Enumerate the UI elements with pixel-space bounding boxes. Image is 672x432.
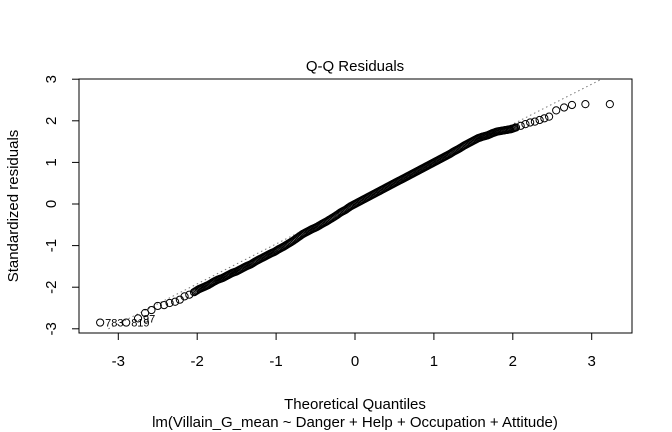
x-tick-label: -2 (191, 353, 204, 370)
data-point (530, 117, 539, 126)
point-label: 97 (143, 313, 155, 325)
x-tick-label: -1 (269, 353, 282, 370)
data-point (567, 100, 577, 110)
y-tick-label: -3 (43, 322, 60, 335)
y-tick-label: 0 (43, 200, 60, 208)
x-tick-label: 0 (351, 353, 359, 370)
x-tick-label: 3 (588, 353, 596, 370)
data-point (535, 115, 544, 125)
data-point (147, 305, 156, 315)
y-tick-label: -1 (43, 239, 60, 252)
data-point (159, 300, 169, 310)
data-point (540, 114, 549, 123)
y-axis: -3 -2 -1 0 1 2 3 (43, 75, 80, 335)
points-layer (96, 100, 614, 327)
point-label: 819 (131, 318, 149, 330)
data-point (171, 297, 180, 306)
y-axis-label: Standardized residuals (5, 130, 22, 283)
data-point (165, 298, 174, 308)
y-tick-label: -2 (43, 281, 60, 294)
data-point (133, 314, 143, 323)
data-point (521, 120, 530, 129)
data-point (544, 112, 554, 121)
x-axis: -3 -2 -1 0 1 2 3 (112, 332, 596, 370)
data-point (559, 103, 569, 112)
x-tick-label: 2 (509, 353, 517, 370)
x-axis-label: Theoretical Quantiles (284, 396, 426, 413)
data-point (96, 318, 105, 327)
y-tick-label: 1 (43, 158, 60, 166)
data-point (516, 121, 525, 130)
data-point (180, 292, 189, 301)
data-point (526, 118, 535, 127)
data-point (511, 123, 521, 132)
data-point (552, 106, 561, 115)
x-tick-label: 1 (430, 353, 438, 370)
data-point (605, 100, 614, 109)
y-tick-label: 2 (43, 117, 60, 125)
x-tick-label: -3 (112, 353, 125, 370)
chart-title: Q-Q Residuals (306, 58, 404, 75)
data-point (122, 318, 131, 327)
data-point (153, 301, 162, 311)
subtitle: lm(Villain_G_mean ~ Danger + Help + Occu… (152, 414, 558, 431)
data-point (581, 100, 590, 109)
point-label: 783 (105, 318, 123, 330)
y-tick-label: 3 (43, 75, 60, 83)
